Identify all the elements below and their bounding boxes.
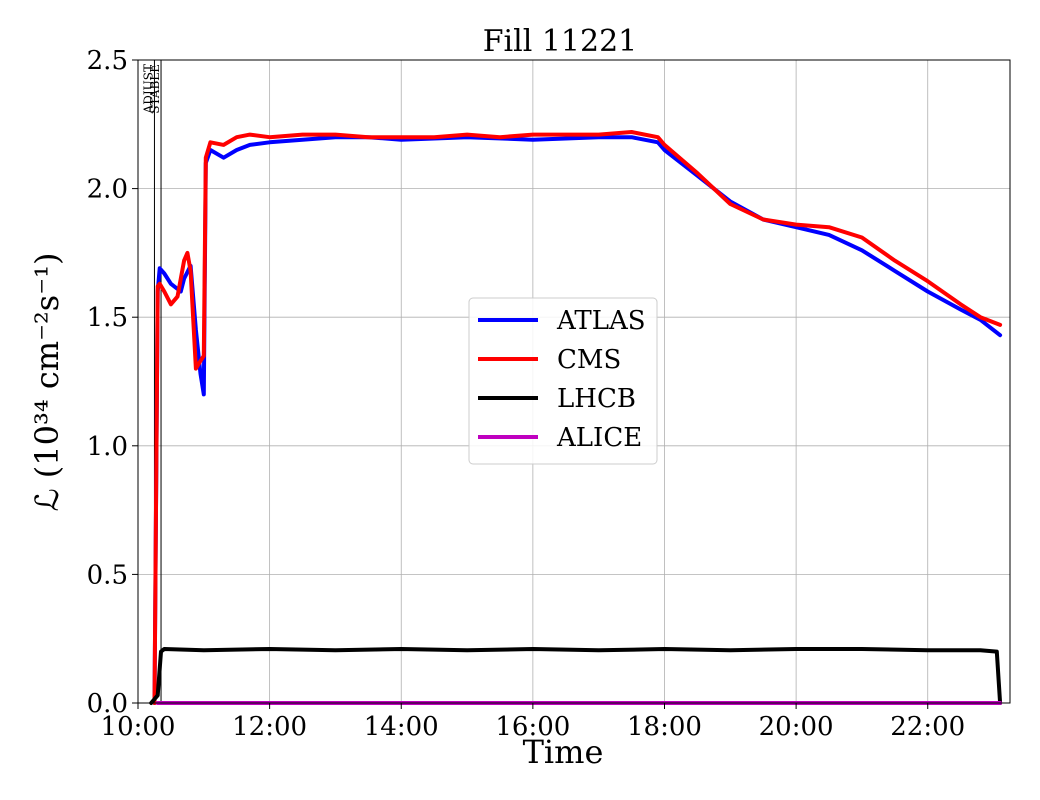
x-tick-label: 22:00 — [890, 712, 965, 742]
y-tick-label: 2.5 — [87, 46, 128, 76]
phase-marker-label: STABLE — [148, 64, 162, 114]
legend: ATLAS CMS LHCB ALICE — [468, 297, 658, 465]
legend-label-cms: CMS — [557, 345, 621, 375]
legend-label-atlas: ATLAS — [556, 306, 646, 336]
x-axis-ticks: 10:00 12:00 14:00 16:00 18:00 20:00 22:00 — [101, 703, 965, 742]
x-tick-label: 10:00 — [101, 712, 176, 742]
x-tick-label: 14:00 — [364, 712, 439, 742]
x-tick-label: 20:00 — [759, 712, 834, 742]
phase-marker-label: ADJUST — [141, 64, 155, 114]
y-tick-label: 1.0 — [87, 432, 128, 462]
legend-box — [468, 297, 658, 465]
series-line-atlas — [152, 135, 1003, 705]
series-line-lhcb — [149, 647, 1003, 705]
y-tick-label: 1.5 — [87, 303, 128, 333]
y-tick-label: 0.5 — [87, 560, 128, 590]
x-tick-label: 18:00 — [627, 712, 702, 742]
x-tick-label: 16:00 — [495, 712, 570, 742]
series-line-cms — [152, 130, 1003, 705]
legend-label-lhcb: LHCB — [557, 384, 636, 414]
y-tick-label: 0.0 — [87, 689, 128, 719]
y-axis-ticks: 0.0 0.5 1.0 1.5 2.0 2.5 — [87, 46, 138, 719]
plot-frame — [137, 59, 1011, 704]
x-axis-label: Time — [523, 733, 604, 771]
chart-title: Fill 11221 — [483, 24, 638, 59]
x-tick-label: 12:00 — [232, 712, 307, 742]
y-axis-label: ℒ (10³⁴ cm⁻²s⁻¹) — [28, 253, 66, 512]
y-tick-label: 2.0 — [87, 175, 128, 205]
legend-label-alice: ALICE — [556, 423, 642, 453]
